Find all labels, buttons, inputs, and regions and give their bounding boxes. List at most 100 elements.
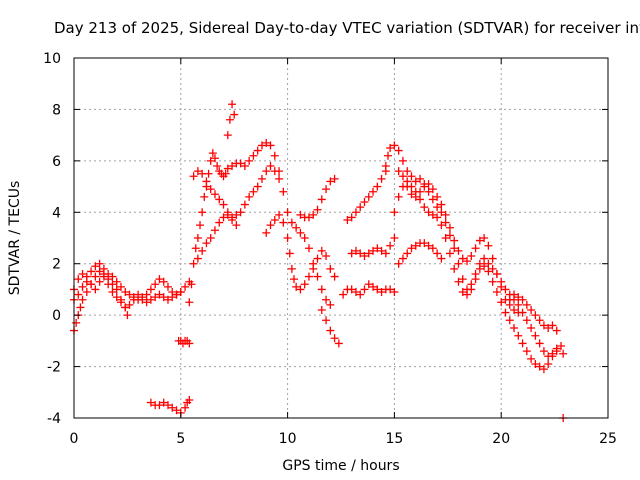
data-point [377, 288, 386, 296]
data-point [245, 192, 254, 201]
y-tick-label: 6 [52, 154, 61, 170]
data-point [450, 236, 459, 245]
y-tick-label: -4 [47, 411, 61, 427]
data-point [193, 167, 202, 176]
data-point [351, 246, 360, 255]
series-sdtvar-d [146, 396, 194, 417]
data-point [475, 259, 484, 268]
y-axis-title: SDTVAR / TECUs [7, 181, 23, 296]
data-point [287, 264, 296, 273]
x-axis-title: GPS time / hours [282, 458, 399, 474]
data-point [112, 277, 121, 286]
data-point [275, 174, 284, 183]
data-point [437, 221, 446, 230]
data-point [557, 342, 566, 350]
data-point [198, 169, 207, 178]
x-tick-label: 10 [279, 431, 297, 447]
data-point [232, 210, 241, 219]
data-point [292, 282, 301, 291]
data-point [454, 246, 463, 255]
data-point [168, 403, 177, 412]
data-point [381, 249, 390, 258]
data-point [285, 249, 294, 258]
data-point [78, 282, 87, 291]
data-point [249, 151, 258, 160]
data-point [360, 198, 369, 206]
data-point [527, 354, 536, 363]
data-point [445, 249, 454, 258]
data-point [559, 349, 568, 358]
series-sdtvar-c [70, 267, 132, 335]
data-point [296, 285, 305, 294]
series-sdtvar-k [296, 174, 339, 222]
data-point [522, 316, 531, 325]
data-point [206, 185, 215, 194]
data-point [458, 288, 467, 296]
data-point [522, 300, 531, 309]
data-point [300, 280, 309, 289]
data-point [394, 259, 403, 268]
data-point [146, 398, 155, 407]
data-point [82, 288, 91, 296]
data-point [193, 254, 202, 263]
data-point [403, 249, 412, 258]
chart-title: Day 213 of 2025, Sidereal Day-to-day VTE… [54, 19, 640, 37]
data-point [398, 156, 407, 165]
data-point [437, 200, 446, 209]
data-point [488, 277, 497, 286]
data-point [208, 149, 217, 158]
data-point [364, 192, 373, 201]
data-point [351, 208, 360, 217]
data-point [304, 244, 313, 253]
data-point [544, 360, 553, 368]
data-point [420, 239, 429, 248]
data-point [168, 293, 177, 302]
data-point [296, 228, 305, 237]
data-point [78, 270, 87, 278]
data-point [317, 195, 326, 204]
data-point [326, 264, 335, 273]
data-point [330, 174, 339, 183]
data-point [91, 272, 100, 281]
data-point [78, 295, 87, 304]
data-point [279, 187, 288, 196]
data-point [225, 115, 234, 124]
data-point [484, 259, 493, 268]
data-point [262, 167, 271, 176]
data-point [95, 267, 104, 276]
data-point [411, 187, 420, 196]
data-point [420, 203, 429, 212]
data-point [189, 172, 198, 181]
data-point [364, 280, 373, 289]
data-point [296, 210, 305, 219]
data-point [134, 290, 143, 299]
data-point [416, 195, 425, 204]
data-point [484, 267, 493, 276]
data-point [76, 303, 85, 312]
data-point [351, 288, 360, 296]
data-point [548, 349, 557, 358]
data-point [458, 275, 467, 284]
data-point [339, 290, 348, 299]
data-point [334, 339, 343, 348]
data-point [383, 151, 392, 160]
data-point [488, 254, 497, 263]
data-point [347, 249, 356, 258]
data-point [123, 311, 132, 320]
y-tick-label: -2 [47, 360, 61, 376]
data-point [450, 244, 459, 253]
data-point [501, 308, 510, 317]
series-sdtvar-m [339, 280, 399, 299]
data-point [510, 290, 519, 299]
data-point [74, 290, 83, 299]
data-point [172, 290, 181, 299]
data-point [445, 223, 454, 232]
data-point [95, 277, 104, 286]
data-point [510, 306, 519, 314]
data-point [497, 277, 506, 286]
data-point [304, 272, 313, 281]
data-point [146, 285, 155, 294]
data-point [313, 254, 322, 263]
data-point [394, 192, 403, 201]
data-point [266, 221, 275, 230]
